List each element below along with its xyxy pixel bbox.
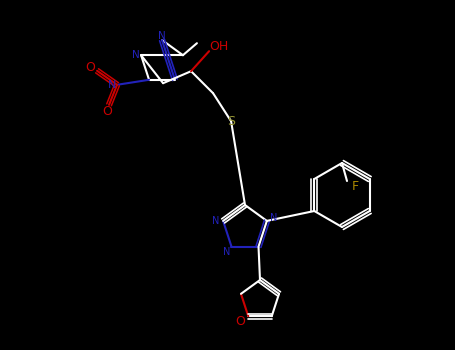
Text: O: O [235, 315, 245, 328]
Text: O: O [102, 105, 112, 118]
Text: N: N [132, 50, 140, 60]
Text: N: N [158, 31, 166, 41]
Text: N: N [223, 247, 230, 257]
Text: N: N [270, 213, 278, 223]
Text: N: N [108, 80, 116, 90]
Text: N: N [212, 216, 220, 226]
Text: S: S [227, 115, 235, 128]
Text: OH: OH [209, 40, 229, 53]
Text: O: O [85, 61, 95, 74]
Text: F: F [351, 180, 359, 193]
